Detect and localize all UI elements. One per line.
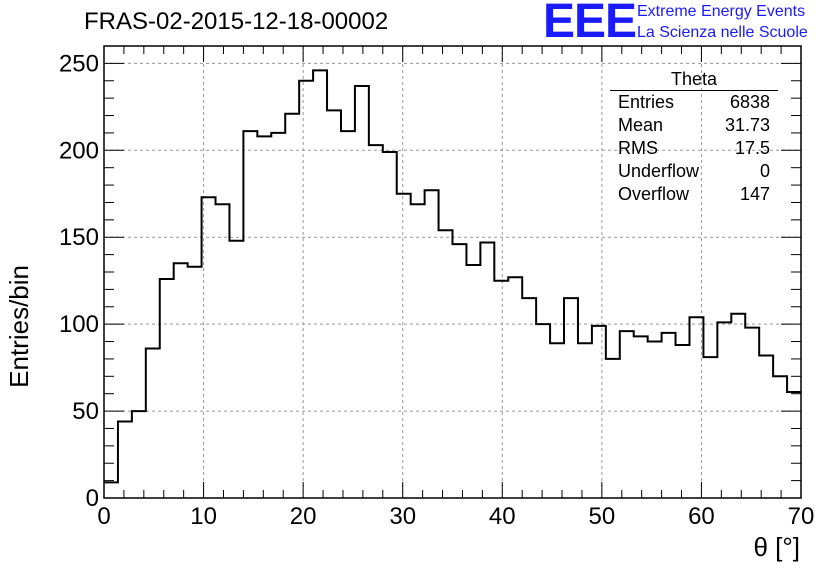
x-tick-label: 60 <box>688 503 715 530</box>
histogram-bin <box>550 343 564 498</box>
x-axis-label: θ [°] <box>753 532 800 562</box>
x-tick-label: 10 <box>190 503 217 530</box>
histogram-bin <box>369 145 383 498</box>
histogram-bin <box>676 345 690 498</box>
histogram-bin <box>439 230 453 498</box>
histogram-bin <box>606 359 620 498</box>
histogram-bin <box>188 267 202 498</box>
histogram-bin <box>634 336 648 498</box>
histogram-bin <box>397 194 411 498</box>
stats-value: 31.73 <box>724 115 770 135</box>
histogram-bin <box>703 357 717 498</box>
y-tick-label: 200 <box>59 137 99 164</box>
page-title: FRAS-02-2015-12-18-00002 <box>84 8 389 35</box>
x-tick-label: 70 <box>788 503 815 530</box>
histogram-bin <box>731 314 745 498</box>
logo-tagline-1: Extreme Energy Events <box>637 3 806 20</box>
histogram-bin <box>508 277 522 498</box>
histogram-bin <box>257 136 271 498</box>
eee-logo: EEE <box>543 0 637 48</box>
histogram-bin <box>773 376 787 498</box>
histogram-bin <box>453 244 467 498</box>
histogram-bin <box>564 298 578 498</box>
stats-value: 147 <box>739 184 770 204</box>
histogram-bin <box>787 392 801 498</box>
histogram-bin <box>104 482 118 498</box>
tick-labels: 0 10 20 30 40 50 60 70 0 50 100 150 200 250 <box>59 50 814 530</box>
plot-frame <box>103 45 802 499</box>
histogram-bin <box>494 281 508 498</box>
stats-value: 0 <box>759 161 770 181</box>
histogram-bin <box>759 355 773 498</box>
stats-label: Underflow <box>618 161 700 181</box>
histogram-bin <box>216 204 230 498</box>
histogram-bin <box>411 204 425 498</box>
stats-label: RMS <box>618 138 658 158</box>
histogram-bin <box>313 70 327 498</box>
stats-label: Overflow <box>618 184 690 204</box>
histogram-bin <box>522 298 536 498</box>
stats-row-underflow: Underflow 0 <box>610 160 778 183</box>
y-tick-label: 50 <box>72 398 99 425</box>
histogram-bin <box>285 114 299 498</box>
histogram-bin <box>132 411 146 498</box>
histogram-bin <box>745 328 759 498</box>
histogram-bin <box>480 242 494 498</box>
stats-row-rms: RMS 17.5 <box>610 137 778 160</box>
histogram-bin <box>620 331 634 498</box>
x-tick-label: 20 <box>290 503 317 530</box>
y-tick-label: 150 <box>59 224 99 251</box>
histogram-bin <box>662 333 676 498</box>
histogram-bin <box>327 110 341 498</box>
histogram-bin <box>118 422 132 498</box>
histogram-bin <box>383 152 397 498</box>
stats-value: 17.5 <box>734 138 770 158</box>
stats-row-entries: Entries 6838 <box>610 91 778 114</box>
stats-box: Theta Entries 6838 Mean 31.73 RMS 17.5 Unde… <box>610 68 778 206</box>
histogram-bin <box>425 190 439 498</box>
x-tick-label: 40 <box>489 503 516 530</box>
stats-value: 6838 <box>729 92 770 112</box>
histogram-bin <box>243 131 257 498</box>
histogram-bins <box>104 69 801 498</box>
histogram-bin <box>299 81 313 498</box>
histogram-bin <box>648 342 662 498</box>
histogram-bin <box>341 131 355 498</box>
x-tick-label: 50 <box>589 503 616 530</box>
stats-row-mean: Mean 31.73 <box>610 114 778 137</box>
histogram-bin <box>592 326 606 498</box>
logo-tagline-2: La Scienza nelle Scuole <box>637 24 808 41</box>
histogram-bin <box>229 241 243 498</box>
histogram-bin <box>146 348 160 498</box>
y-tick-label: 0 <box>86 485 99 512</box>
y-tick-label: 250 <box>59 50 99 77</box>
histogram-outline <box>104 69 801 484</box>
stats-title: Theta <box>610 68 778 91</box>
stats-label: Entries <box>618 92 675 112</box>
y-tick-label: 100 <box>59 311 99 338</box>
histogram-bin <box>271 133 285 498</box>
y-axis-label: Entries/bin <box>4 265 34 388</box>
histogram-bin <box>160 279 174 498</box>
x-tick-label: 0 <box>97 503 110 530</box>
histogram-bin <box>466 265 480 498</box>
histogram-bin <box>174 263 188 498</box>
histogram-bin <box>578 343 592 498</box>
stats-row-overflow: Overflow 147 <box>610 183 778 206</box>
histogram-bin <box>717 322 731 498</box>
x-tick-label: 30 <box>389 503 416 530</box>
stats-label: Mean <box>618 115 664 135</box>
histogram-bin <box>355 86 369 498</box>
